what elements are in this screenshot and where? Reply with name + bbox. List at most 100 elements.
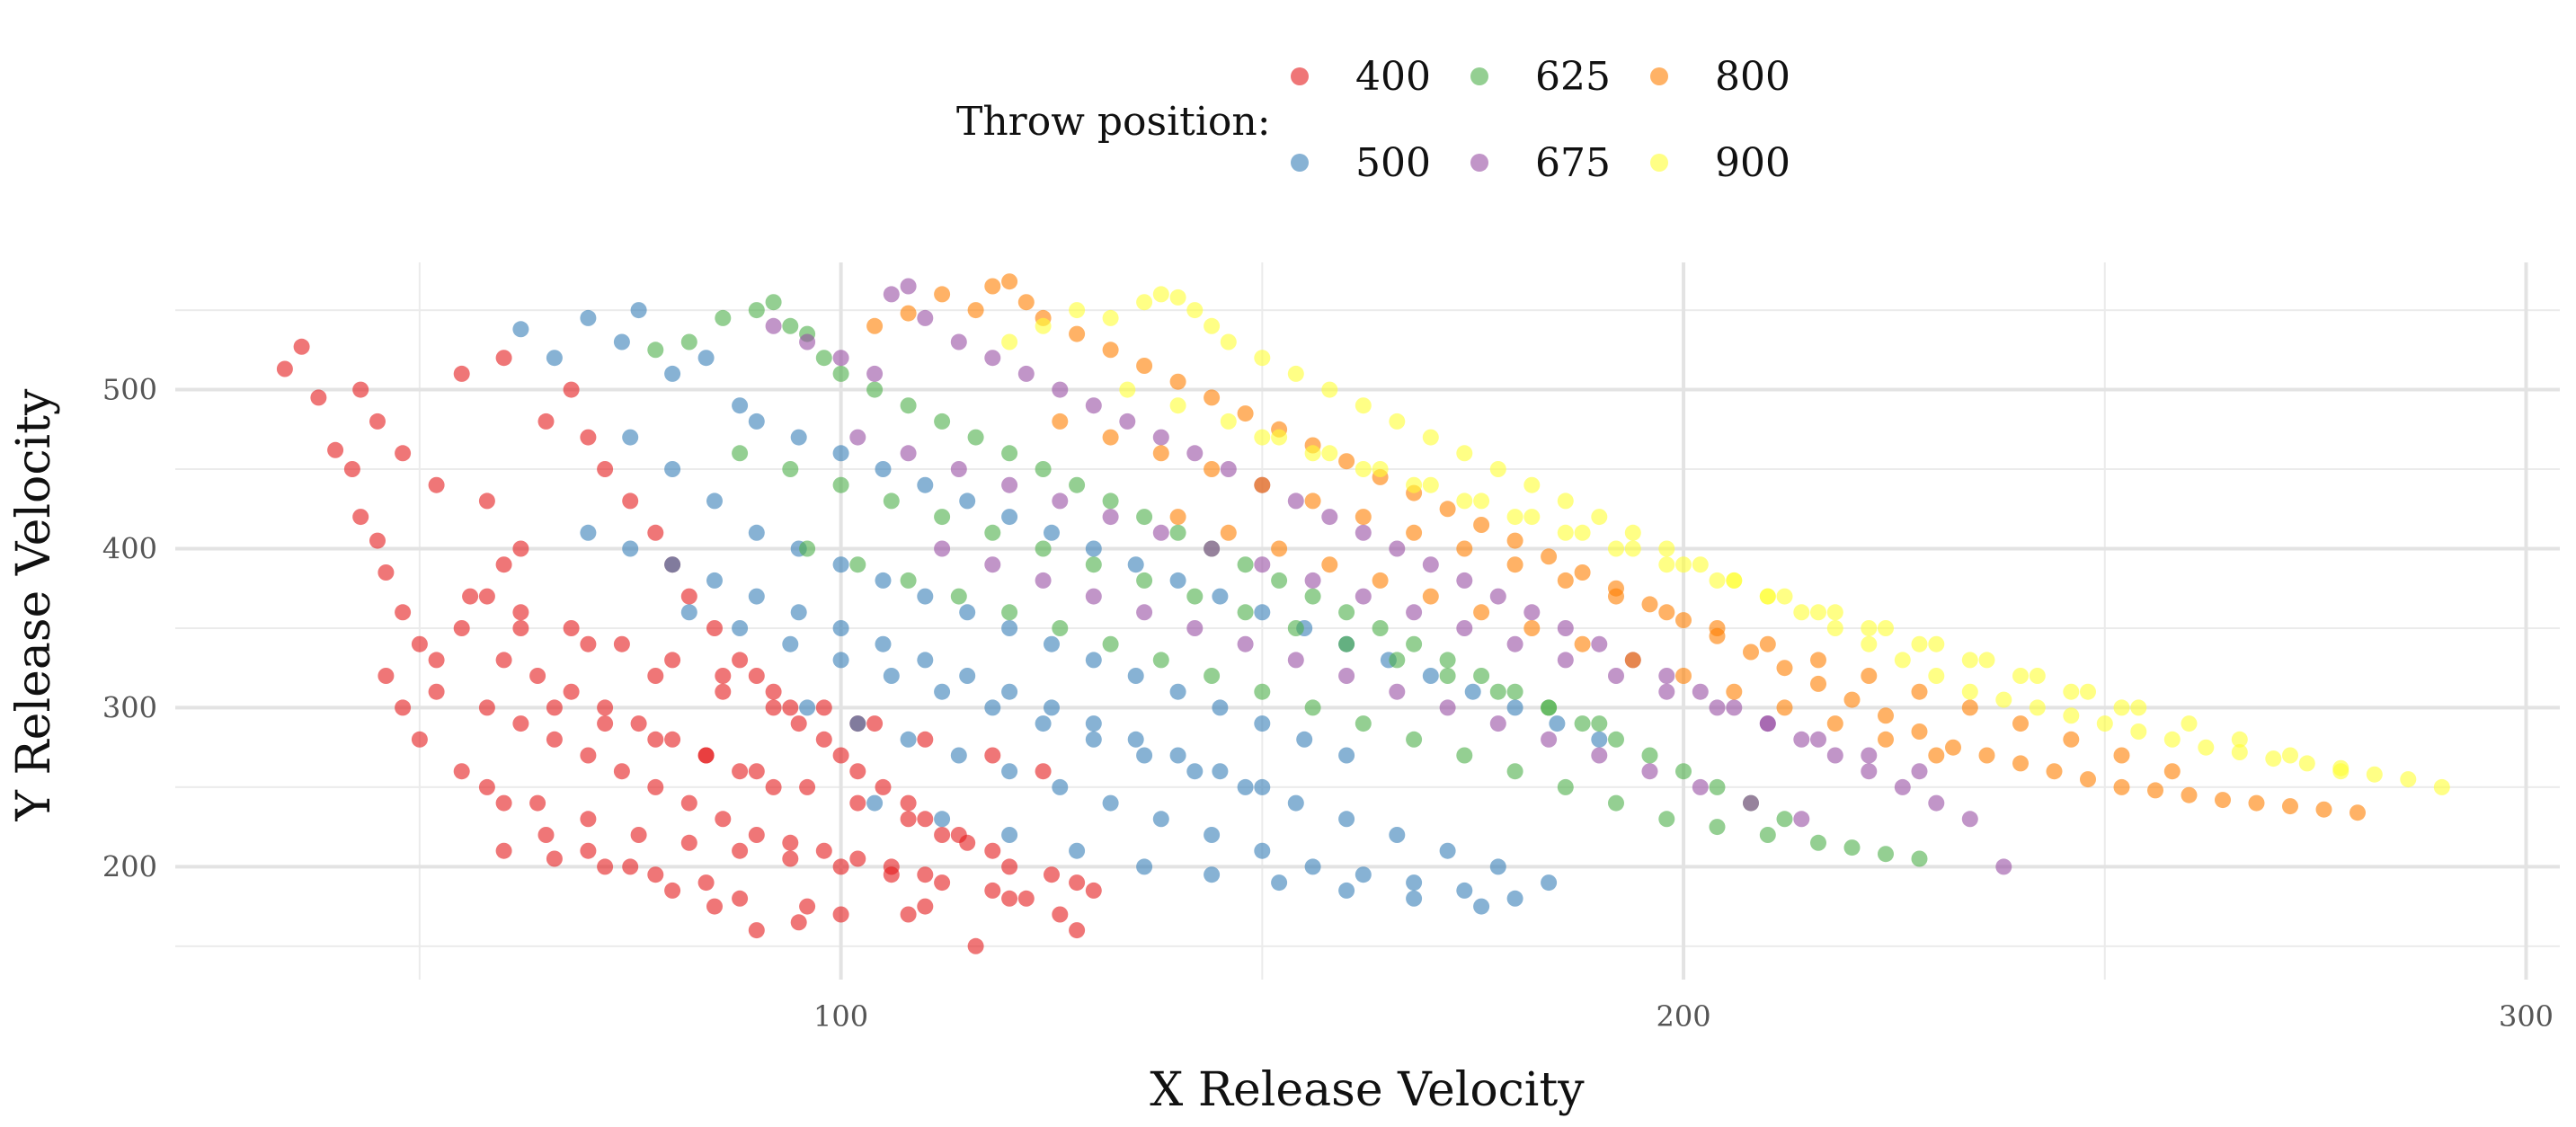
data-point [849,556,866,573]
data-point [1338,453,1355,470]
data-point [378,564,395,581]
data-point [1743,643,1759,661]
data-point [1709,572,1726,589]
data-point [984,747,1001,764]
data-point [2130,723,2147,740]
data-point [1810,675,1826,692]
data-point [1473,668,1490,684]
data-point [2147,782,2163,799]
data-point [900,794,917,812]
data-point [1624,540,1641,557]
data-point [580,635,597,652]
data-point [2080,683,2096,700]
data-point [630,715,647,732]
data-point [1338,604,1355,621]
data-point [1456,493,1473,510]
data-point [832,476,849,493]
data-point [1709,620,1726,636]
data-point [597,461,614,477]
data-point [934,827,951,843]
data-point [1591,715,1608,732]
data-point [1052,493,1069,510]
data-point [2231,731,2248,748]
data-point [782,834,799,851]
data-point [1304,572,1321,589]
data-point [832,858,849,875]
data-point [537,827,555,843]
data-point [613,763,630,780]
data-point [495,842,512,859]
data-point [2231,744,2248,760]
data-point [1254,429,1271,446]
data-point [1406,635,1423,652]
data-point [1017,365,1035,382]
data-point [697,874,715,892]
data-point [1127,668,1144,684]
data-point [1641,596,1658,613]
data-point [1001,333,1018,351]
data-point [1456,445,1473,462]
series-400 [276,338,1102,954]
data-point [934,874,951,892]
data-point [563,620,580,636]
data-point [2366,766,2383,783]
data-point [715,683,732,700]
data-point [378,668,395,684]
data-point [2400,771,2417,788]
data-point [1456,540,1473,557]
data-point [1372,461,1389,477]
data-point [934,509,951,526]
data-point [597,699,614,716]
data-point [782,461,799,477]
data-point [1017,890,1035,907]
data-point [1085,397,1102,414]
data-point [1456,882,1473,899]
data-point [799,333,816,351]
data-point [959,668,976,684]
data-point [706,898,723,915]
data-point [1641,763,1658,780]
data-point [529,794,546,812]
data-point [1422,476,1439,493]
data-point [1557,572,1574,589]
data-point [782,635,799,652]
data-point [1271,540,1288,557]
data-point [849,763,866,780]
data-point [732,652,749,669]
data-point [1321,445,1338,462]
data-point [1709,699,1726,716]
data-point [866,365,884,382]
data-point [1069,325,1086,342]
data-point [1861,763,1878,780]
data-point [2113,778,2130,795]
data-point [1574,564,1591,581]
series-900 [1001,286,2450,795]
data-point [613,635,630,652]
data-point [984,842,1001,859]
data-point [1287,652,1304,669]
data-point [934,811,951,828]
data-point [1961,699,1978,716]
data-point [1052,620,1069,636]
data-point [799,778,816,795]
data-point [664,556,681,573]
data-point [1406,524,1423,541]
data-point [428,652,445,669]
data-point [1608,588,1624,605]
data-point [1489,461,1506,477]
data-point [680,588,697,605]
data-point [1372,572,1389,589]
data-point [2063,683,2080,700]
data-point [1204,317,1221,334]
data-point [1759,715,1776,732]
data-point [1928,794,1945,812]
data-point [1928,668,1945,684]
data-point [2080,771,2096,788]
data-point [1085,556,1102,573]
data-point [849,715,866,732]
data-point [1422,556,1439,573]
data-point [815,842,832,859]
data-point [680,794,697,812]
data-point [984,278,1001,295]
